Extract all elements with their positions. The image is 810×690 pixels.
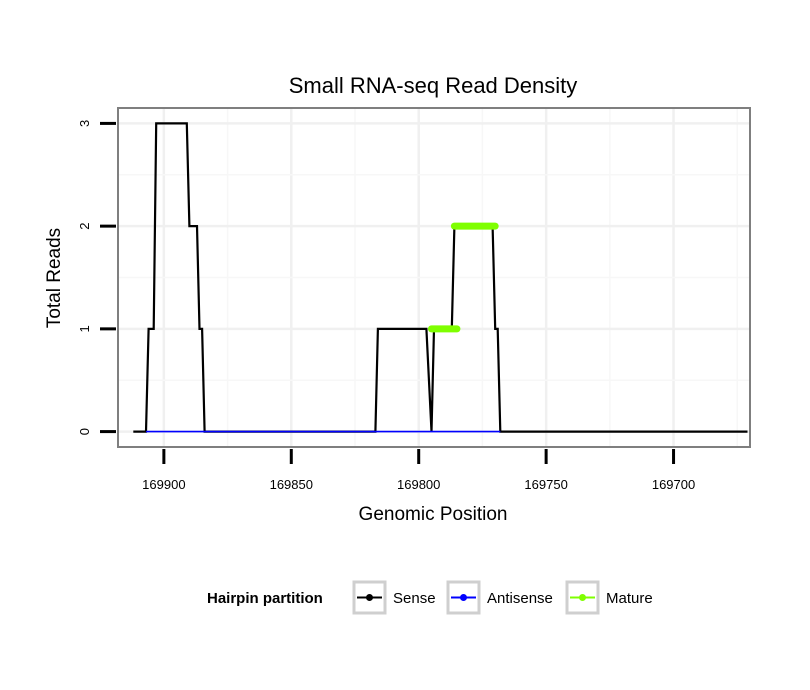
x-axis: 169900 169850 169800 169750 169700 <box>142 449 695 492</box>
y-tick-label: 2 <box>77 222 92 229</box>
x-tick-label: 169900 <box>142 477 185 492</box>
y-axis: 0 1 2 3 <box>77 120 116 435</box>
plot-border <box>117 107 751 448</box>
y-tick-label: 0 <box>77 428 92 435</box>
legend-title: Hairpin partition <box>207 590 323 607</box>
legend-entry-mature: Mature <box>565 580 653 615</box>
series-layer <box>133 122 748 433</box>
x-tick-label: 169850 <box>270 477 313 492</box>
legend-entry-sense: Sense <box>352 580 436 615</box>
y-tick-label: 3 <box>77 120 92 127</box>
x-tick-label: 169800 <box>397 477 440 492</box>
legend-label: Mature <box>606 590 653 607</box>
y-tick-label: 1 <box>77 325 92 332</box>
legend-label: Sense <box>393 590 436 607</box>
y-axis-title: Total Reads <box>44 228 65 328</box>
x-tick-label: 169750 <box>524 477 567 492</box>
legend-key-point <box>579 594 586 601</box>
legend-entry-antisense: Antisense <box>446 580 553 615</box>
x-tick-label: 169700 <box>652 477 695 492</box>
legend: Hairpin partition Sense Antisense Mature <box>207 580 653 615</box>
legend-key-point <box>460 594 467 601</box>
legend-label: Antisense <box>487 590 553 607</box>
chart-title: Small RNA-seq Read Density <box>289 73 578 98</box>
legend-key-point <box>366 594 373 601</box>
x-axis-title: Genomic Position <box>359 504 508 525</box>
